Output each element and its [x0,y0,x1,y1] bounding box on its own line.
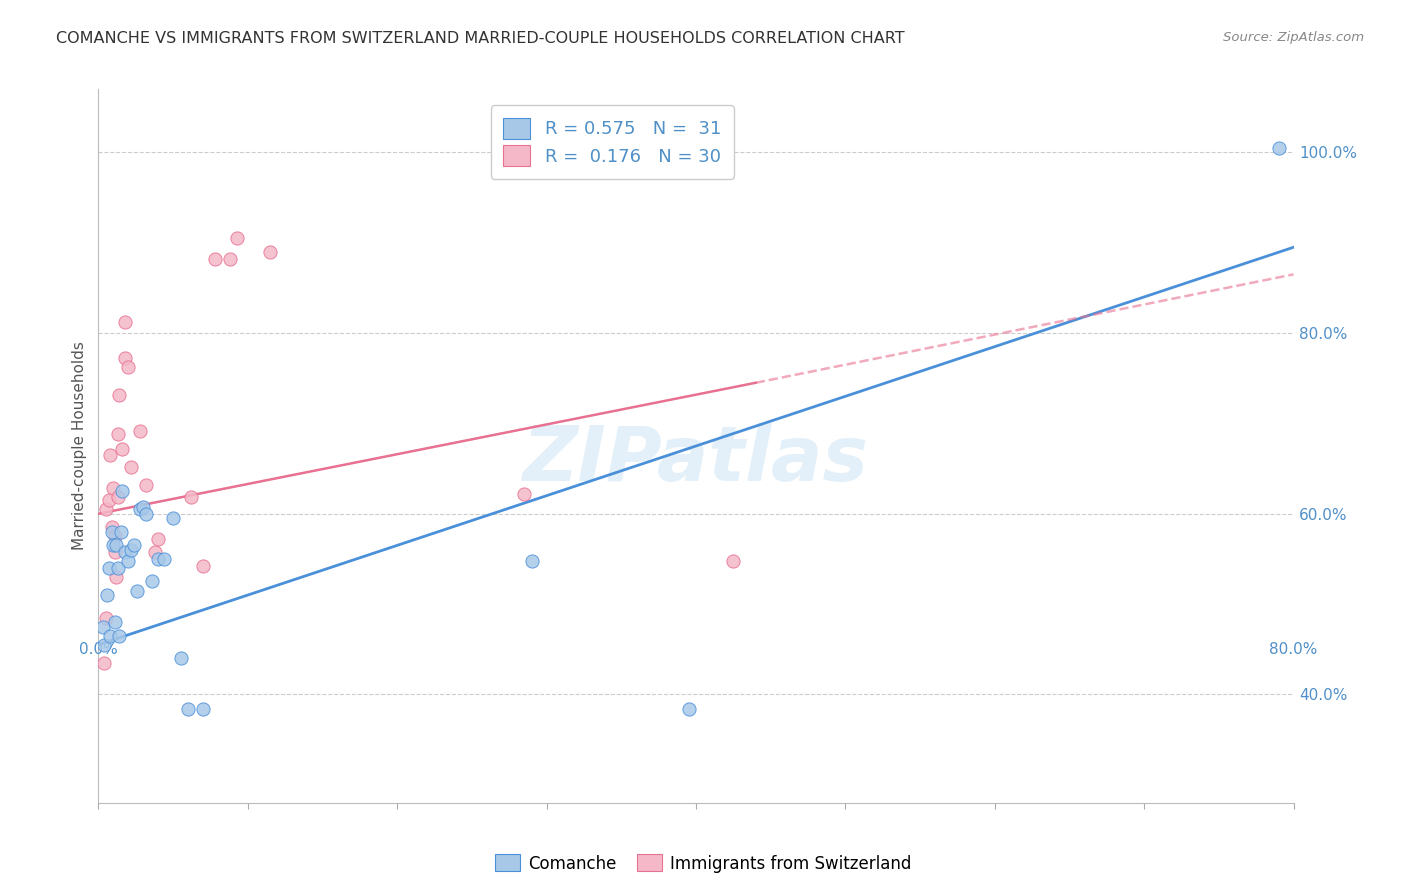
Point [100,629,122,643]
Point [120,459,142,474]
Point [132,500,155,514]
Text: COMANCHE VS IMMIGRANTS FROM SWITZERLAND MARRIED-COUPLE HOUSEHOLDS CORRELATION CH: COMANCHE VS IMMIGRANTS FROM SWITZERLAND … [56,31,905,46]
Point [94,502,117,516]
Point [135,478,157,492]
Point [513,487,536,501]
Point [162,511,184,525]
Point [678,702,700,716]
Text: ZIPatlas: ZIPatlas [523,424,869,497]
Point [94,610,117,624]
Point [117,554,139,568]
Point [204,252,226,266]
Point [114,544,136,558]
Point [111,442,134,456]
Point [226,231,249,245]
Point [520,554,543,568]
Legend: R = 0.575   N =  31, R =  0.176   N = 30: R = 0.575 N = 31, R = 0.176 N = 30 [491,105,734,178]
Point [93,656,115,670]
Point [191,702,214,716]
Point [107,561,129,575]
Point [120,542,142,557]
Point [93,638,115,652]
Point [129,424,152,438]
Point [108,387,131,401]
Point [110,524,132,539]
Point [148,552,170,566]
Point [177,702,200,716]
Point [723,554,745,568]
Point [117,360,139,375]
Point [180,491,202,505]
Point [107,427,129,442]
Point [259,244,281,259]
Point [96,588,118,602]
Point [129,502,152,516]
Point [104,615,127,629]
Point [105,538,128,552]
Text: 80.0%: 80.0% [1270,642,1317,657]
Text: Source: ZipAtlas.com: Source: ZipAtlas.com [1223,31,1364,45]
Point [114,351,136,366]
Point [148,532,170,546]
Point [127,583,149,598]
Point [103,482,125,496]
Point [135,507,157,521]
Point [101,520,124,534]
Y-axis label: Married-couple Households: Married-couple Households [72,342,87,550]
Point [143,544,166,558]
Point [124,538,146,552]
Point [103,538,125,552]
Point [100,448,122,462]
Point [114,315,136,329]
Point [101,524,124,539]
Point [169,651,191,665]
Point [105,570,128,584]
Point [97,493,120,508]
Point [141,574,163,589]
Point [219,252,242,266]
Point [111,484,134,499]
Point [104,529,127,543]
Point [108,629,131,643]
Text: 0.0%: 0.0% [79,642,118,657]
Point [91,620,114,634]
Point [1267,141,1289,155]
Point [97,561,120,575]
Point [191,559,214,574]
Point [153,552,176,566]
Point [104,544,127,558]
Legend: Comanche, Immigrants from Switzerland: Comanche, Immigrants from Switzerland [488,847,918,880]
Point [107,491,129,505]
